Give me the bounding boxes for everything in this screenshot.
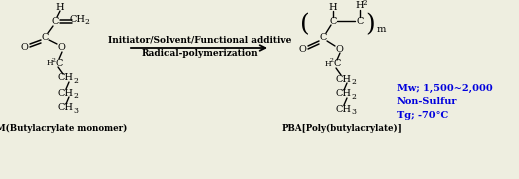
Text: CH: CH xyxy=(336,90,352,98)
Text: Initiator/Solvent/Functional additive: Initiator/Solvent/Functional additive xyxy=(108,35,292,45)
Text: C: C xyxy=(56,59,63,67)
Text: CH: CH xyxy=(69,14,85,23)
Text: PBA[Poly(butylacrylate)]: PBA[Poly(butylacrylate)] xyxy=(282,124,402,133)
Text: H: H xyxy=(329,3,337,11)
Text: (: ( xyxy=(300,13,310,37)
Text: H: H xyxy=(356,1,364,11)
Text: m: m xyxy=(376,25,386,35)
Text: O: O xyxy=(20,42,28,52)
Text: CH: CH xyxy=(336,74,352,83)
Text: CH: CH xyxy=(58,74,74,83)
Text: O: O xyxy=(335,45,343,54)
Text: 2: 2 xyxy=(351,78,357,86)
Text: 2: 2 xyxy=(74,77,78,85)
Text: Tg; -70°C: Tg; -70°C xyxy=(397,112,448,120)
Text: C: C xyxy=(357,16,364,25)
Text: C: C xyxy=(51,16,59,25)
Text: CH: CH xyxy=(336,105,352,113)
Text: CH: CH xyxy=(58,88,74,98)
Text: H: H xyxy=(325,60,331,68)
Text: 2: 2 xyxy=(74,92,78,100)
Text: 2: 2 xyxy=(52,57,56,62)
Text: C: C xyxy=(319,33,326,42)
Text: 3: 3 xyxy=(351,108,357,116)
Text: 2: 2 xyxy=(363,0,367,7)
Text: Radical-polymerization: Radical-polymerization xyxy=(142,49,258,57)
Text: Mw; 1,500~2,000: Mw; 1,500~2,000 xyxy=(397,83,493,93)
Text: C: C xyxy=(333,59,340,69)
Text: Non-Sulfur: Non-Sulfur xyxy=(397,98,458,107)
Text: BAM(Butylacrylate monomer): BAM(Butylacrylate monomer) xyxy=(0,124,128,133)
Text: O: O xyxy=(57,42,65,52)
Text: 3: 3 xyxy=(74,107,78,115)
Text: C: C xyxy=(330,16,337,25)
Text: O: O xyxy=(298,45,306,54)
Text: 2: 2 xyxy=(85,18,89,26)
Text: C: C xyxy=(42,33,49,42)
Text: H: H xyxy=(47,59,53,67)
Text: ): ) xyxy=(365,13,375,37)
Text: H: H xyxy=(56,3,64,11)
Text: 2: 2 xyxy=(351,93,357,101)
Text: CH: CH xyxy=(58,103,74,112)
Text: 2: 2 xyxy=(330,59,334,64)
